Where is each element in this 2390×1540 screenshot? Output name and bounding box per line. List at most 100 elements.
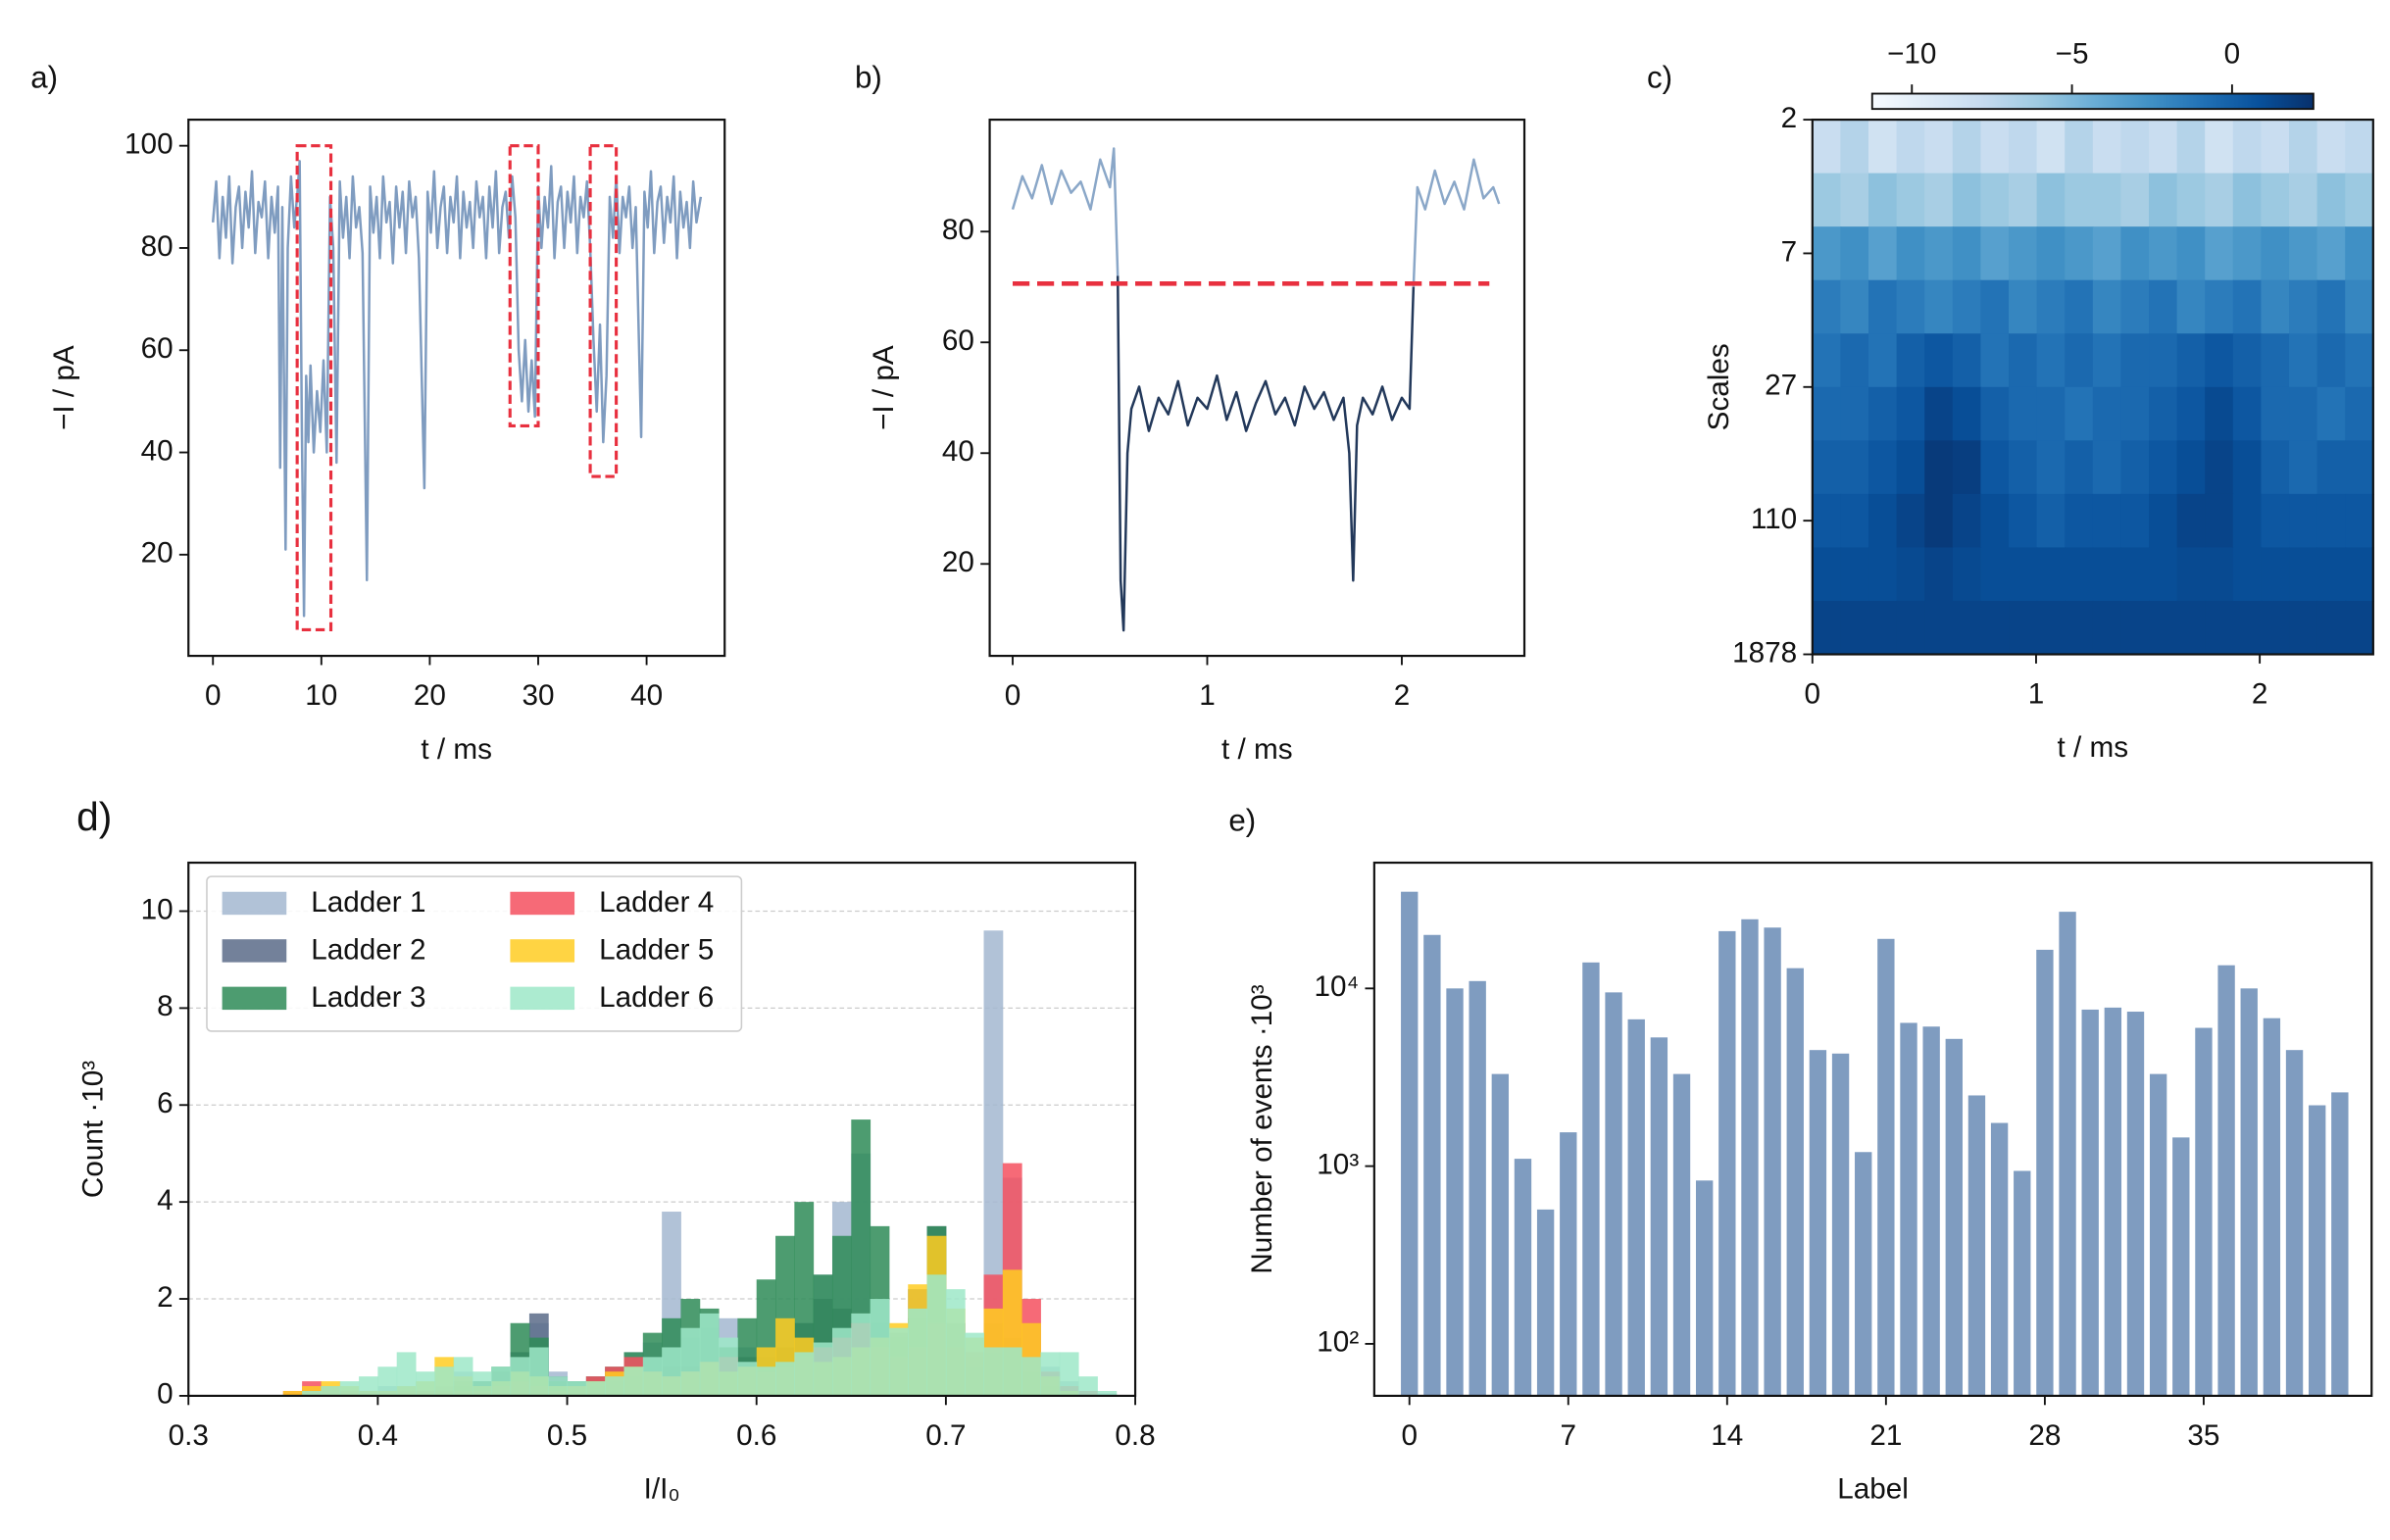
heatmap-cell <box>1812 120 1842 174</box>
heatmap-cell <box>1840 279 1869 335</box>
y-tick-label: 10² <box>1317 1326 1359 1359</box>
bar <box>1718 930 1736 1396</box>
legend-swatch <box>222 891 287 916</box>
x-tick-label: 28 <box>2028 1419 2061 1452</box>
heatmap-cell <box>1980 173 2010 228</box>
heatmap-cell <box>1952 333 1982 388</box>
heatmap-cell <box>2092 279 2122 335</box>
bar <box>1536 1209 1555 1396</box>
heatmap-cell <box>1924 120 1954 174</box>
heatmap-cell <box>2009 226 2038 281</box>
heatmap-cell <box>2345 386 2374 442</box>
heatmap-cell <box>2120 547 2150 602</box>
heatmap-cell <box>1980 386 2010 442</box>
y-tick-label: 110 <box>1751 503 1797 535</box>
y-tick-label: 27 <box>1765 370 1797 402</box>
heatmap-cell <box>1980 333 2010 388</box>
heatmap-cell <box>1980 440 2010 495</box>
legend-swatch <box>222 986 287 1011</box>
line-series <box>1011 147 1501 287</box>
x-tick-label: 0 <box>1805 678 1821 711</box>
axes-frame <box>1372 861 2373 1398</box>
histogram-bar <box>756 1366 776 1396</box>
colorbar <box>1870 92 2315 111</box>
bar <box>1945 1038 1963 1396</box>
bar <box>1514 1159 1532 1396</box>
bar <box>1900 1022 1917 1396</box>
heatmap-cell <box>2120 440 2150 495</box>
histogram-bar <box>775 1362 795 1396</box>
heatmap-cell <box>2316 386 2347 442</box>
histogram-bar <box>945 1289 966 1396</box>
y-tick-label: 40 <box>942 435 974 468</box>
heatmap-cell <box>1896 173 1926 228</box>
heatmap-cell <box>1868 279 1898 335</box>
bar <box>2217 965 2235 1396</box>
heatmap-cell <box>1812 440 1842 495</box>
y-tick-label: 60 <box>942 324 974 357</box>
heatmap-cell <box>2205 386 2234 442</box>
heatmap-cell <box>1952 173 1982 228</box>
y-axis-label: Count ·10³ <box>77 1061 110 1198</box>
heatmap-cell <box>2261 226 2290 281</box>
heatmap-cell <box>2065 386 2094 442</box>
heatmap-cell <box>1980 120 2010 174</box>
heatmap-cell <box>2120 226 2150 281</box>
histogram-bar <box>662 1347 681 1396</box>
heatmap-cell <box>1868 226 1898 281</box>
histogram-bar <box>983 1347 1004 1396</box>
heatmap-cell <box>1924 600 1954 656</box>
histogram-bar <box>453 1357 473 1396</box>
heatmap-cell <box>2149 440 2178 495</box>
heatmap-cell <box>2009 493 2038 549</box>
panel: b) t / ms −I / pA 0 1 2 20 40 60 80 <box>855 61 1526 766</box>
histogram-bar <box>472 1371 492 1396</box>
histogram-bar <box>1040 1352 1061 1396</box>
heatmap-cell <box>2092 493 2122 549</box>
heatmap-cell <box>1868 600 1898 656</box>
heatmap-cell <box>2036 440 2066 495</box>
y-tick-label: 40 <box>141 434 174 467</box>
heatmap-cell <box>2205 493 2234 549</box>
colorbar-tick-label: 0 <box>2224 37 2241 70</box>
heatmap-cell <box>1980 493 2010 549</box>
heatmap-cell <box>2289 547 2318 602</box>
histogram-bar <box>813 1342 833 1396</box>
heatmap-cell <box>2205 173 2234 228</box>
heatmap-cell <box>2092 547 2122 602</box>
heatmap-cell <box>2176 600 2207 656</box>
plot-area <box>211 144 703 632</box>
bar <box>1967 1095 1986 1396</box>
heatmap-cell <box>2345 226 2374 281</box>
y-tick-label: 0 <box>157 1378 174 1411</box>
heatmap-cell <box>1812 279 1842 335</box>
heatmap-cell <box>2149 226 2178 281</box>
heatmap-cell <box>2289 386 2318 442</box>
heatmap-cell <box>2120 493 2150 549</box>
heatmap-cell <box>2232 333 2263 388</box>
heatmap-cell <box>1868 440 1898 495</box>
histogram-bar <box>434 1366 455 1396</box>
bar <box>2263 1018 2281 1396</box>
heatmap-cell <box>1840 493 1869 549</box>
heatmap-cell <box>2205 600 2234 656</box>
heatmap-cell <box>2149 493 2178 549</box>
heatmap-cell <box>2176 226 2207 281</box>
heatmap-cell <box>2232 279 2263 335</box>
bar <box>2014 1170 2031 1396</box>
heatmap-cell <box>2316 120 2347 174</box>
heatmap-cell <box>2009 333 2038 388</box>
heatmap-cell <box>2149 173 2178 228</box>
plot-area <box>1812 120 2374 656</box>
heatmap-cell <box>2345 600 2374 656</box>
y-axis-label: −I / pA <box>48 345 80 430</box>
heatmap-cell <box>1868 120 1898 174</box>
heatmap-cell <box>1812 600 1842 656</box>
x-tick-label: 0 <box>205 679 222 712</box>
heatmap-cell <box>2065 333 2094 388</box>
x-tick-label: 0.3 <box>169 1419 209 1452</box>
panel-label: d) <box>76 794 112 839</box>
histogram-bar <box>1002 1347 1022 1396</box>
axes-frame <box>988 118 1526 658</box>
heatmap-cell <box>1924 279 1954 335</box>
